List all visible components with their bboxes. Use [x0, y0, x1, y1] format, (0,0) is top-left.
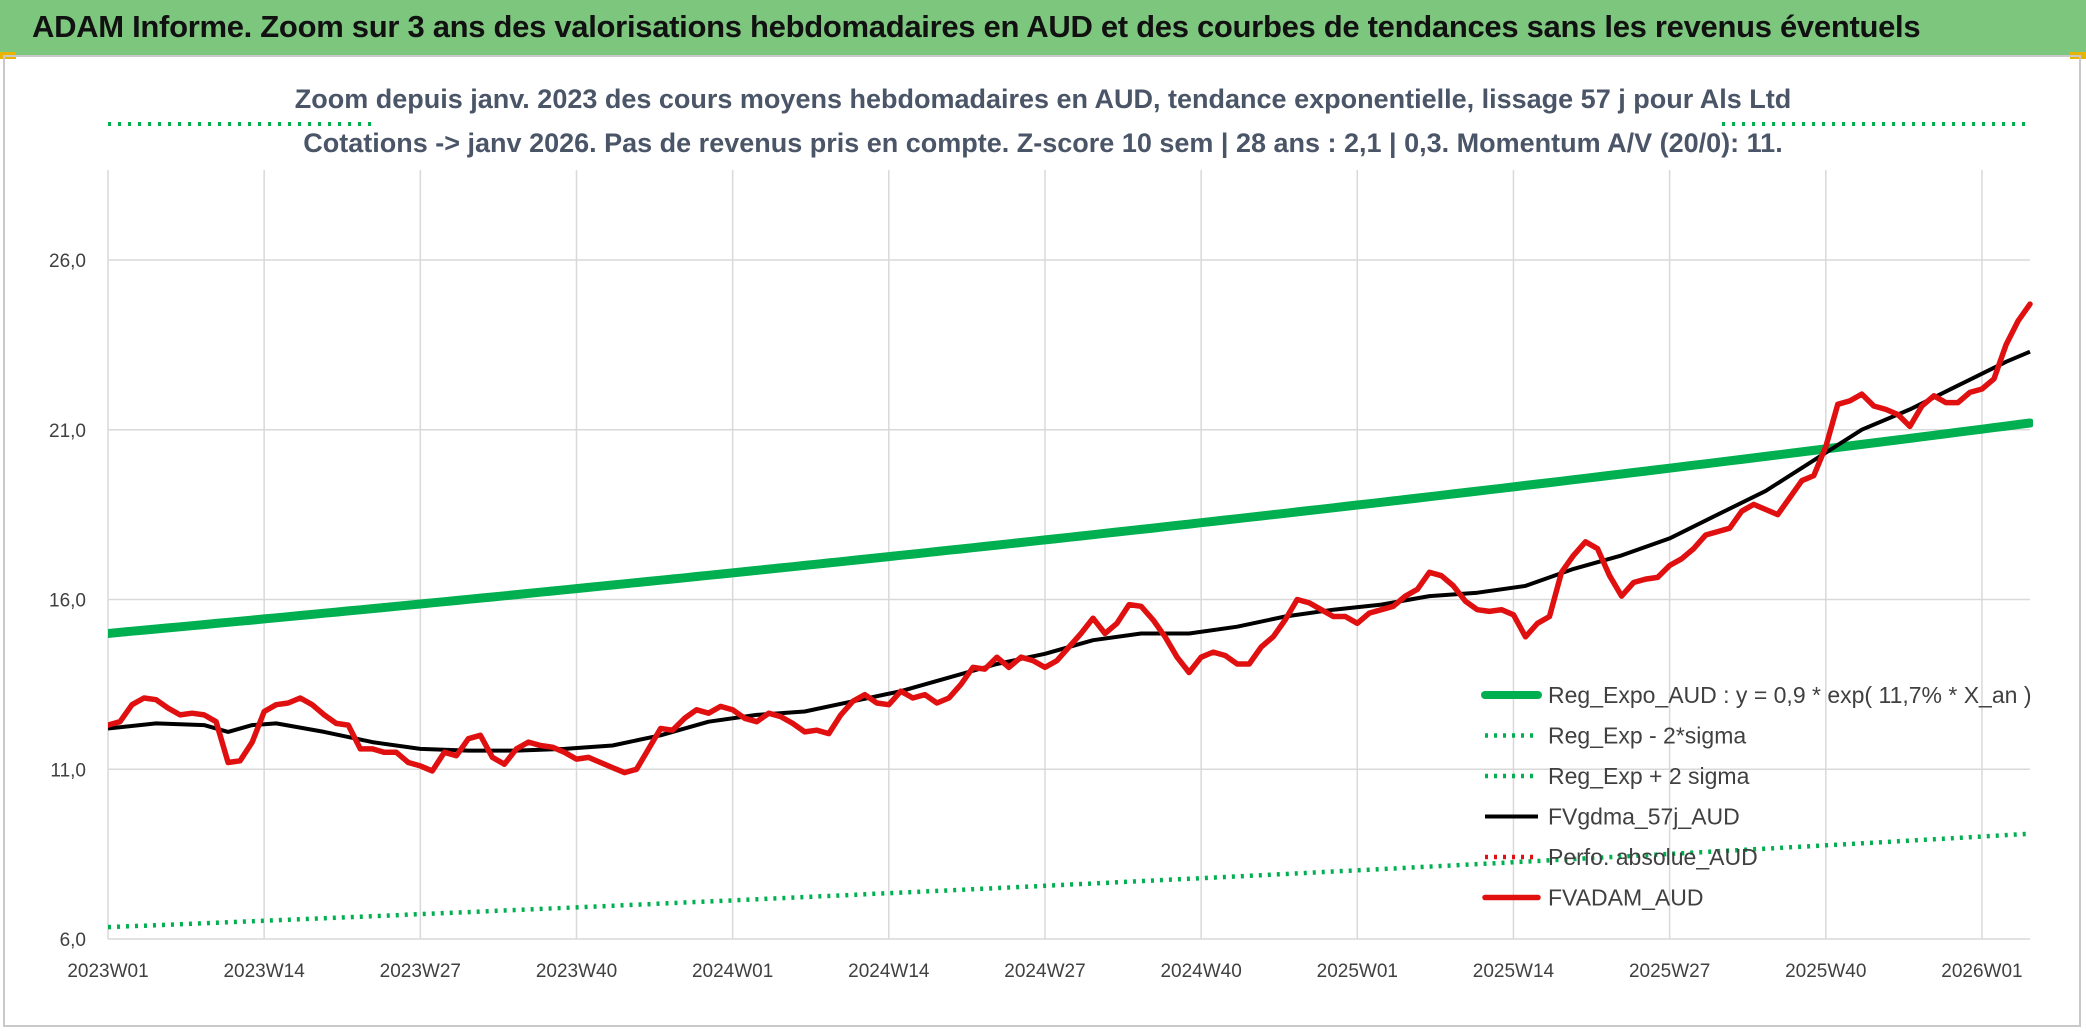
- legend-label: Reg_Exp - 2*sigma: [1548, 723, 1746, 749]
- x-tick-label: 2024W27: [1004, 961, 1085, 982]
- page-title: ADAM Informe. Zoom sur 3 ans des valoris…: [32, 9, 1921, 44]
- x-tick-label: 2023W27: [380, 961, 461, 982]
- x-tick-label: 2023W01: [67, 961, 148, 982]
- chart-frame: [3, 55, 2081, 1027]
- x-tick-label: 2025W27: [1629, 961, 1710, 982]
- y-tick-label: 21,0: [49, 421, 86, 442]
- x-tick-label: 2024W40: [1160, 961, 1241, 982]
- legend-label: Reg_Exp + 2 sigma: [1548, 763, 1750, 789]
- legend: Reg_Expo_AUD : y = 0,9 * exp( 11,7% * X_…: [1481, 682, 2031, 911]
- series-line-3: [108, 349, 2031, 753]
- y-tick-label: 16,0: [49, 591, 86, 612]
- legend-label: FVgdma_57j_AUD: [1548, 804, 1740, 830]
- header-banner: ADAM Informe. Zoom sur 3 ans des valoris…: [0, 0, 2086, 55]
- grid: [107, 170, 2030, 940]
- chart-subtitle: Cotations -> janv 2026. Pas de revenus p…: [303, 128, 1783, 158]
- x-tick-label: 2025W40: [1785, 961, 1866, 982]
- legend-label: Reg_Expo_AUD : y = 0,9 * exp( 11,7% * X_…: [1548, 682, 2031, 708]
- y-tick-label: 11,0: [50, 760, 86, 781]
- series-line-5: [108, 301, 2033, 776]
- series-line-2: [108, 0, 2030, 117]
- y-tick-label: 6,0: [60, 930, 86, 951]
- legend-label: Perfo. absolue_AUD: [1548, 844, 1758, 870]
- y-tick-label: 26,0: [49, 251, 86, 272]
- x-tick-label: 2026W01: [1941, 961, 2022, 982]
- x-tick-label: 2024W14: [848, 961, 930, 982]
- legend-label: FVADAM_AUD: [1548, 885, 1704, 911]
- x-tick-label: 2025W14: [1473, 961, 1555, 982]
- x-tick-label: 2023W14: [223, 961, 305, 982]
- x-tick-label: 2025W01: [1317, 961, 1398, 982]
- series-group: [108, 0, 2033, 930]
- x-tick-label: 2023W40: [536, 961, 617, 982]
- series-line-1: [108, 831, 2031, 930]
- x-tick-label: 2024W01: [692, 961, 773, 982]
- axes: 6,0 11,0 16,0 21,0 26,0 2023W01 2023W14 2023W27…: [49, 251, 2023, 982]
- series-line-0: [108, 418, 2033, 638]
- chart-title: Zoom depuis janv. 2023 des cours moyens …: [294, 84, 1792, 114]
